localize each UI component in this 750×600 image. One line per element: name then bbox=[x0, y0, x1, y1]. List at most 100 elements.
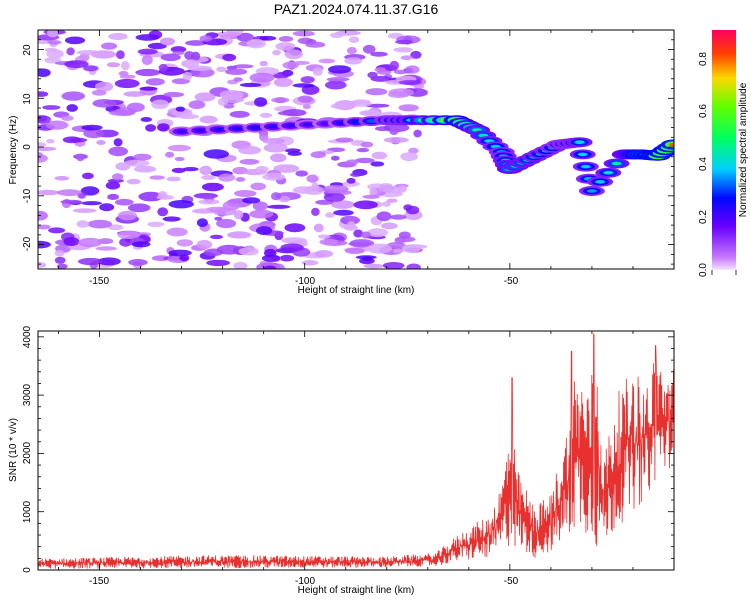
spectrogram-noise-blob bbox=[162, 216, 181, 222]
spectrogram-noise-blob bbox=[410, 50, 422, 59]
spectrogram-noise-blob bbox=[140, 117, 152, 122]
spectrogram-noise-blob bbox=[83, 128, 105, 139]
spectrogram-noise-blob bbox=[64, 60, 89, 68]
spectrogram-noise-blob bbox=[199, 35, 213, 42]
spectrogram-noise-blob bbox=[46, 138, 55, 144]
spectrogram-noise-blob bbox=[297, 95, 314, 103]
spectrogram-noise-blob bbox=[246, 39, 266, 49]
spectrogram-noise-blob bbox=[393, 69, 408, 75]
spectrogram-noise-blob bbox=[255, 165, 269, 173]
spectrogram-noise-blob bbox=[261, 254, 281, 262]
spectrogram-noise-blob bbox=[145, 124, 157, 132]
spectrogram-noise-blob bbox=[69, 137, 88, 143]
spectrogram-noise-blob bbox=[167, 144, 191, 152]
spectrogram-noise-blob bbox=[311, 182, 320, 192]
spectrogram-noise-blob bbox=[44, 47, 58, 53]
spectrogram-noise-blob bbox=[163, 91, 185, 98]
spectrogram-signal-core bbox=[250, 125, 261, 130]
spectrogram-noise-blob bbox=[47, 40, 62, 45]
spectrogram-noise-blob bbox=[376, 211, 392, 222]
spectrogram-noise-blob bbox=[147, 221, 165, 227]
spectrogram-noise-blob bbox=[216, 244, 242, 255]
spectrogram-noise-blob bbox=[217, 97, 229, 106]
spectrogram-noise-blob bbox=[166, 176, 181, 182]
spectrogram-noise-blob bbox=[95, 246, 117, 251]
spectrogram-noise-blob bbox=[177, 113, 200, 120]
spectrogram-noise-blob bbox=[107, 193, 119, 200]
spectrogram-noise-blob bbox=[369, 186, 378, 197]
spectrogram-noise-blob bbox=[81, 201, 102, 206]
spectrogram-noise-blob bbox=[313, 223, 324, 233]
spectrogram-noise-blob bbox=[312, 67, 323, 76]
spectrogram-noise-blob bbox=[114, 198, 134, 206]
spectrogram-noise-blob bbox=[199, 115, 218, 124]
spectrogram-noise-blob bbox=[249, 209, 274, 219]
spectrogram-noise-blob bbox=[371, 151, 388, 160]
spectrogram-noise-blob bbox=[310, 151, 326, 159]
spectrogram-noise-blob bbox=[176, 239, 193, 247]
snr-series-line bbox=[38, 333, 674, 569]
spectrogram-noise-blob bbox=[61, 115, 74, 121]
spectrogram-noise-blob bbox=[398, 231, 411, 239]
spectrogram-noise-blob bbox=[386, 198, 398, 203]
spectrogram-noise-blob bbox=[194, 92, 216, 102]
spectrogram-noise-blob bbox=[201, 175, 216, 180]
spectrogram-noise-blob bbox=[225, 68, 248, 75]
spectrogram-noise-blob bbox=[54, 249, 65, 257]
spectrogram-noise-blob bbox=[117, 210, 137, 221]
spectrogram-noise-blob bbox=[179, 254, 190, 262]
spectrogram-noise-blob bbox=[326, 77, 350, 82]
snr-panel: -150 -100 -50 Height of straight line (k… bbox=[8, 325, 675, 596]
spectrogram-noise-blob bbox=[259, 60, 268, 67]
spectrogram-noise-blob bbox=[382, 201, 391, 207]
spectrogram-noise-blob bbox=[271, 97, 290, 103]
x-tick-label: -100 bbox=[295, 276, 315, 287]
spectrogram-noise-blob bbox=[42, 105, 61, 110]
spectrogram-noise-blob bbox=[233, 261, 248, 269]
spectrogram-noise-blob bbox=[174, 156, 185, 162]
spectrogram-signal-core bbox=[574, 140, 585, 144]
spectrogram-noise-blob bbox=[361, 231, 371, 239]
spectrogram-noise-blob bbox=[389, 60, 400, 71]
spectrogram-noise-blob bbox=[133, 153, 152, 161]
spectrogram-noise-blob bbox=[280, 243, 304, 252]
spectrogram-noise-blob bbox=[48, 227, 66, 234]
spectrogram-noise-blob bbox=[359, 110, 381, 117]
spectrogram-noise-blob bbox=[275, 42, 296, 51]
spectrogram-noise-blob bbox=[342, 181, 360, 187]
spectrogram-noise-blob bbox=[325, 212, 335, 218]
spectrogram-noise-blob bbox=[120, 60, 130, 71]
spectrogram-noise-blob bbox=[38, 262, 47, 268]
spectrogram-signal-core bbox=[603, 170, 614, 175]
spectrogram-noise-blob bbox=[78, 237, 102, 248]
spectrogram-noise-blob bbox=[203, 149, 229, 159]
spectrogram-noise-blob bbox=[314, 250, 334, 258]
spectrogram-signal-core bbox=[669, 142, 674, 147]
spectrogram-noise-blob bbox=[206, 259, 231, 267]
spectrogram-noise-blob bbox=[362, 256, 373, 262]
spectrogram-noise-blob bbox=[137, 48, 158, 55]
spectrogram-noise-blob bbox=[38, 224, 51, 230]
spectrogram-noise-blob bbox=[278, 195, 291, 203]
spectrogram-noise-blob bbox=[398, 104, 419, 112]
spectrogram-noise-blob bbox=[128, 259, 148, 266]
spectrogram-noise-blob bbox=[131, 241, 151, 248]
y-tick-label: -10 bbox=[22, 188, 33, 203]
spectrogram-noise-blob bbox=[346, 177, 356, 184]
spectrogram-noise-blob bbox=[292, 83, 315, 88]
spectrogram-noise-blob bbox=[331, 200, 355, 209]
y-tick-label: 1000 bbox=[22, 500, 33, 523]
spectrogram-image bbox=[38, 30, 674, 269]
spectrogram-noise-blob bbox=[126, 102, 145, 113]
y-tick-label: -20 bbox=[22, 236, 33, 251]
spectrogram-noise-blob bbox=[114, 78, 140, 89]
spectrogram-noise-blob bbox=[333, 209, 354, 216]
spectrogram-noise-blob bbox=[118, 71, 129, 76]
spectrogram-noise-blob bbox=[216, 218, 237, 229]
spectrogram-noise-blob bbox=[395, 39, 413, 45]
spectrogram-noise-blob bbox=[301, 260, 319, 266]
spectrogram-noise-blob bbox=[365, 88, 388, 96]
spectrogram-noise-blob bbox=[199, 165, 212, 176]
spectrogram-noise-blob bbox=[219, 89, 244, 100]
